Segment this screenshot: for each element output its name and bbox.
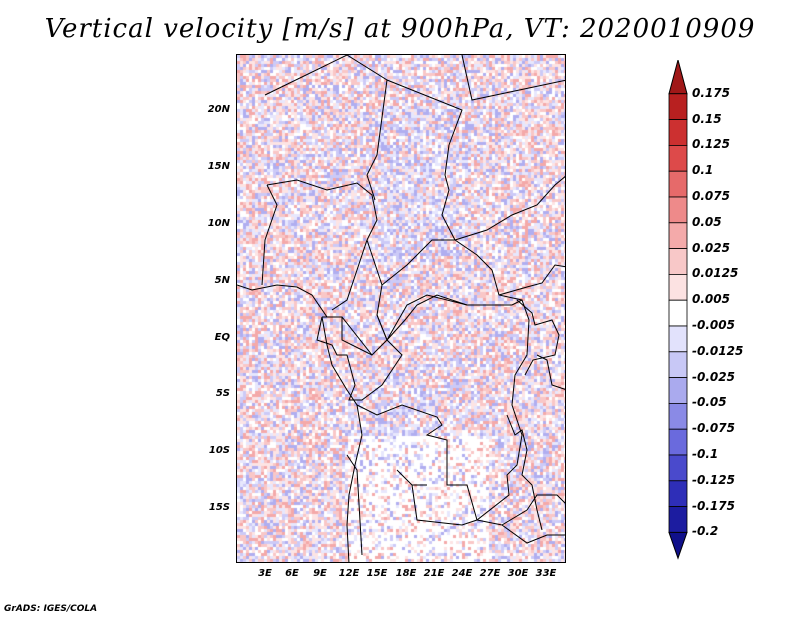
colorbar-label: 0.175: [692, 85, 730, 100]
colorbar-segment: [668, 145, 688, 172]
colorbar-segment: [668, 351, 688, 378]
country-borders: [237, 55, 565, 562]
lat-label: 10N: [207, 218, 230, 229]
colorbar-bottom-arrow: [668, 531, 688, 560]
lat-label: 10S: [208, 445, 230, 456]
map-panel: [236, 54, 566, 563]
colorbar-segment: [668, 248, 688, 275]
lon-label: 18E: [395, 568, 417, 579]
lat-label: 15S: [208, 502, 230, 513]
lon-label: 15E: [366, 568, 388, 579]
colorbar: [668, 60, 688, 560]
credit-text: GrADS: IGES/COLA: [4, 604, 98, 614]
lon-label: 24E: [451, 568, 473, 579]
colorbar-label: 0.025: [692, 240, 730, 255]
lon-label: 30E: [507, 568, 529, 579]
colorbar-segment: [668, 273, 688, 301]
colorbar-label: -0.2: [692, 524, 719, 539]
colorbar-segment: [668, 402, 688, 430]
colorbar-label: 0.05: [692, 214, 722, 229]
lat-label: 5N: [214, 275, 230, 286]
colorbar-segment: [668, 93, 688, 120]
colorbar-label: -0.0125: [692, 343, 744, 358]
lat-label: 20N: [207, 104, 230, 115]
colorbar-label: 0.125: [692, 137, 730, 152]
velocity-field: [237, 55, 565, 562]
colorbar-segment: [668, 506, 688, 533]
lon-label: 27E: [479, 568, 501, 579]
lon-label: 12E: [338, 568, 360, 579]
colorbar-segment: [668, 325, 688, 353]
colorbar-segment: [668, 119, 688, 146]
colorbar-label: -0.005: [692, 318, 735, 332]
colorbar-label: -0.1: [692, 447, 719, 461]
lat-label: EQ: [214, 332, 230, 343]
colorbar-label: 0.005: [692, 292, 730, 307]
lon-label: 9E: [313, 568, 327, 579]
lon-label: 3E: [258, 568, 272, 579]
colorbar-label: 0.1: [692, 163, 714, 178]
lon-label: 21E: [423, 568, 445, 579]
lat-label: 5S: [215, 388, 230, 399]
colorbar-label: 0.075: [692, 189, 730, 203]
colorbar-segment: [668, 480, 688, 507]
colorbar-label: -0.175: [692, 498, 735, 513]
colorbar-label: 0.0125: [692, 266, 739, 281]
lat-label: 15N: [207, 161, 230, 172]
colorbar-label: -0.025: [692, 369, 735, 384]
colorbar-top-arrow: [668, 60, 688, 95]
colorbar-label: -0.125: [692, 472, 735, 487]
lon-label: 6E: [285, 568, 299, 579]
colorbar-segment: [668, 428, 688, 456]
colorbar-label: 0.15: [692, 111, 722, 126]
lon-label: 33E: [535, 568, 557, 579]
colorbar-segment: [668, 196, 688, 224]
figure-title: Vertical velocity [m/s] at 900hPa, VT: 2…: [44, 14, 756, 44]
colorbar-segment: [668, 454, 688, 482]
colorbar-segment: [668, 170, 688, 198]
colorbar-label: -0.05: [692, 395, 727, 410]
colorbar-segment: [668, 222, 688, 250]
colorbar-segment: [668, 299, 688, 327]
colorbar-label: -0.075: [692, 421, 735, 436]
colorbar-segment: [668, 377, 688, 404]
